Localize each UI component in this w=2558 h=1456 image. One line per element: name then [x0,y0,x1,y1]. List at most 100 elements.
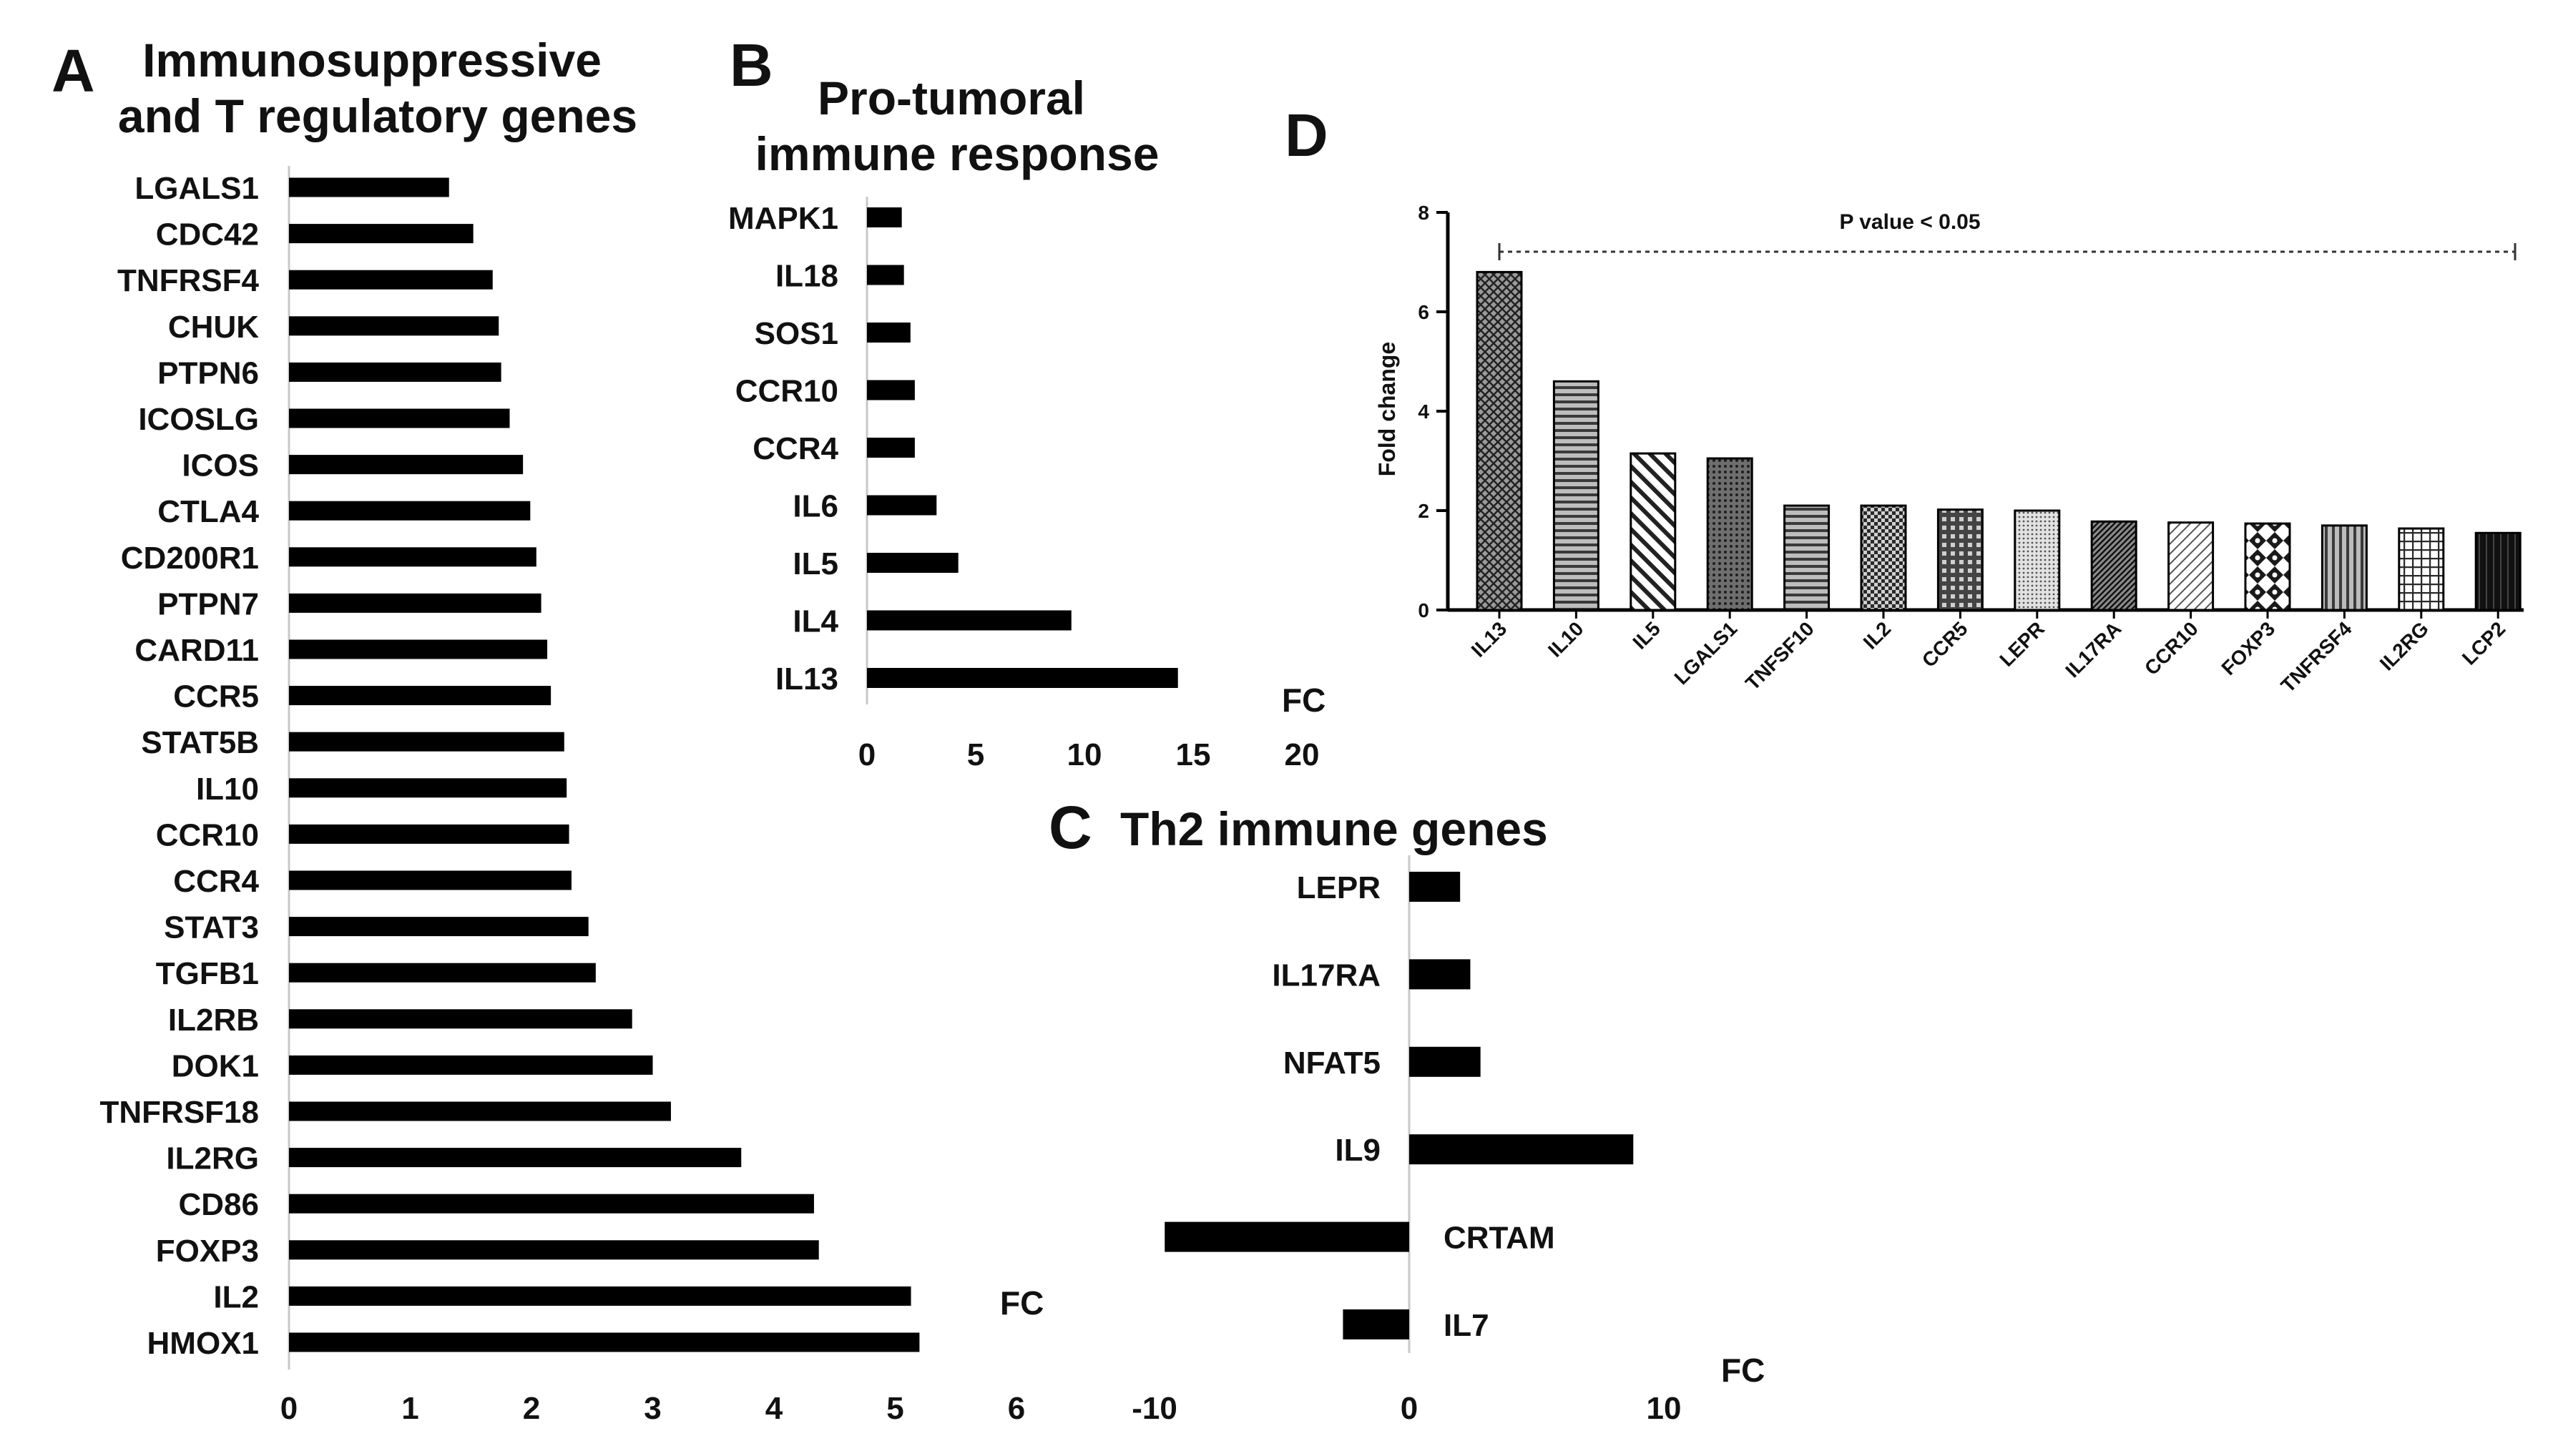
bar-d-tnfrsf4 [2321,524,2368,611]
panel-a-title-line-2: and T regulatory genes [118,89,637,142]
category-label-a-foxp3: FOXP3 [156,1234,259,1269]
bar-a-ccr10 [289,824,569,844]
bar-a-chuk [289,316,499,336]
category-label-a-ccr10: CCR10 [156,817,259,852]
y-tick-d-4: 4 [1418,400,1429,423]
category-label-a-il2: IL2 [213,1279,259,1314]
bar-a-il10 [289,778,567,798]
category-label-b-sos1: SOS1 [755,316,838,351]
bar-a-il2rb [289,1009,632,1029]
category-label-b-mapk1: MAPK1 [728,201,838,236]
bar-a-stat5b [289,732,564,752]
category-label-c-lepr: LEPR [1297,870,1381,905]
panel-letter-d: D [1285,102,1328,169]
bar-c-lepr [1409,872,1461,902]
bar-a-stat3 [289,917,589,937]
bar-b-il13 [867,668,1178,688]
category-label-d-il2: IL2 [1859,617,1896,654]
bar-d-lepr [2014,509,2061,611]
category-label-a-ccr4: CCR4 [173,864,259,899]
bar-d-ccr10 [2167,521,2215,611]
category-label-d-il13: IL13 [1467,617,1511,661]
bar-a-ccr4 [289,870,572,890]
panel-b-title-line-2: immune response [755,127,1160,180]
bar-b-il6 [867,495,937,516]
bar-a-dok1 [289,1055,653,1075]
x-tick-c-0: 0 [1401,1391,1418,1426]
bar-c-il9 [1409,1134,1634,1165]
category-label-c-nfat5: NFAT5 [1283,1046,1381,1081]
category-label-d-lepr: LEPR [1995,617,2049,671]
category-label-d-lcp2: LCP2 [2458,617,2510,669]
category-label-d-il17ra: IL17RA [2061,617,2125,682]
bar-a-ctla4 [289,501,531,521]
panel-c-x-axis-label: FC [1721,1352,1765,1389]
category-label-a-cd200r1: CD200R1 [121,541,259,576]
x-tick-a-6: 6 [1008,1391,1025,1426]
panel-c: C Th2 immune genes FC LEPR IL17RA NFAT5 IL9… [1049,794,1765,1426]
category-label-d-ccr10: CCR10 [2140,617,2202,679]
category-label-d-il5: IL5 [1629,617,1665,654]
bar-d-il5 [1630,452,1677,611]
panel-a-title-line-1: Immunosuppressive [142,34,602,87]
category-label-a-tnfrsf4: TNFRSF4 [117,263,260,298]
category-label-b-il4: IL4 [793,604,838,639]
bar-d-il2rg [2398,527,2445,611]
p-value-annotation: P value < 0.05 [1839,210,1980,234]
category-label-a-icoslg: ICOSLG [138,402,259,437]
panel-d-y-axis-label: Fold change [1374,342,1400,476]
x-tick-b-20: 20 [1285,737,1320,772]
bar-b-sos1 [867,323,911,343]
category-label-a-cd86: CD86 [179,1187,260,1222]
category-label-a-hmox1: HMOX1 [147,1326,259,1361]
category-label-d-lgals1: LGALS1 [1670,617,1741,689]
category-label-a-ptpn7: PTPN7 [157,586,259,621]
x-tick-a-5: 5 [886,1391,903,1426]
bar-a-tnfrsf4 [289,270,493,290]
category-label-c-il17ra: IL17RA [1272,958,1381,993]
bar-d-lcp2 [2474,531,2522,611]
bar-b-ccr10 [867,380,915,400]
bar-b-il5 [867,553,959,573]
bar-b-mapk1 [867,207,902,227]
category-label-a-ccr5: CCR5 [173,679,259,714]
bar-a-foxp3 [289,1240,819,1260]
panel-d: D Fold change P value < 0.05 0 2 4 6 8 IL13 IL… [1285,102,2524,697]
bar-d-il10 [1552,380,1599,611]
category-label-b-ccr10: CCR10 [735,374,838,409]
bar-a-tnfrsf18 [289,1101,671,1121]
category-label-a-card11: CARD11 [134,633,259,668]
category-label-a-icos: ICOS [182,448,259,483]
x-tick-b-0: 0 [858,737,876,772]
category-label-a-stat5b: STAT5B [141,725,259,760]
bar-a-tgfb1 [289,963,596,983]
bar-a-il2 [289,1286,911,1306]
category-label-b-il13: IL13 [775,661,838,697]
category-label-a-tnfrsf18: TNFRSF18 [100,1095,259,1130]
category-label-c-il7: IL7 [1444,1308,1489,1343]
bar-c-nfat5 [1409,1046,1481,1077]
category-label-a-cdc42: CDC42 [156,217,259,252]
bar-c-il17ra [1409,959,1471,990]
y-tick-d-2: 2 [1418,500,1429,522]
category-label-c-crtam: CRTAM [1444,1221,1555,1256]
bar-a-cdc42 [289,224,474,244]
x-tick-b-10: 10 [1067,737,1102,772]
category-label-d-tnfsf10: TNFSF10 [1741,617,1818,694]
x-tick-a-1: 1 [401,1391,418,1426]
panel-letter-a: A [52,37,95,104]
y-tick-d-6: 6 [1418,301,1429,323]
bar-a-card11 [289,639,548,659]
bar-a-il2rg [289,1148,742,1168]
x-tick-a-3: 3 [644,1391,661,1426]
bar-a-ptpn6 [289,362,501,382]
bar-d-il13 [1476,270,1523,611]
panel-b: B Pro-tumoral immune response FC MAPK1 IL… [728,31,1325,772]
category-label-b-il6: IL6 [793,489,838,524]
category-label-d-foxp3: FOXP3 [2217,617,2279,679]
category-label-b-ccr4: CCR4 [753,431,838,466]
panel-b-title-line-1: Pro-tumoral [818,72,1085,124]
category-label-a-chuk: CHUK [168,310,259,345]
category-label-d-tnfrsf4: TNFRSF4 [2277,617,2356,697]
category-label-d-il10: IL10 [1544,617,1588,661]
